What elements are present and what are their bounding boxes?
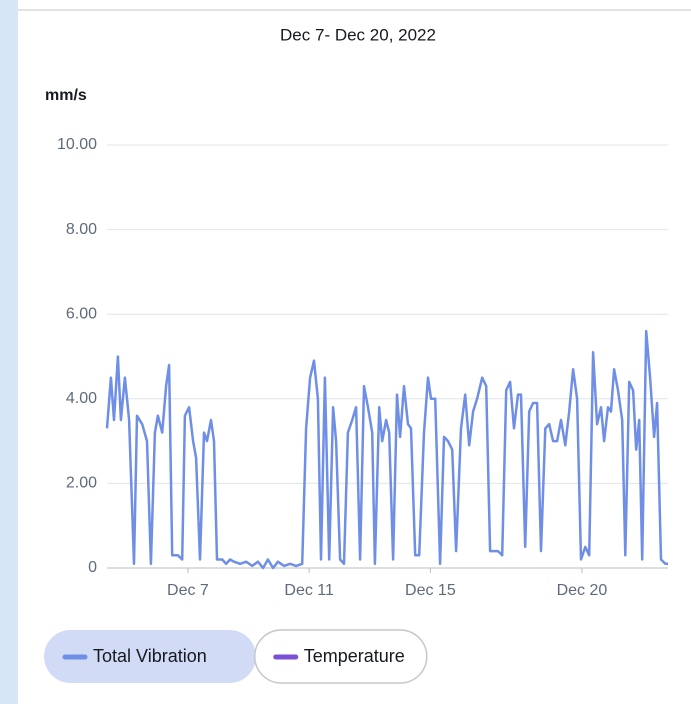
legend-label: Total Vibration — [93, 646, 207, 666]
y-tick-label: 0 — [88, 559, 97, 576]
y-axis-label: mm/s — [45, 87, 87, 104]
y-tick-label: 8.00 — [66, 221, 97, 238]
y-tick-label: 2.00 — [66, 475, 97, 492]
legend-label: Temperature — [304, 646, 405, 666]
x-tick-label: Dec 11 — [284, 582, 334, 599]
x-tick-label: Dec 20 — [557, 582, 608, 599]
chart-title: Dec 7- Dec 20, 2022 — [280, 25, 436, 44]
y-tick-label: 10.00 — [57, 136, 97, 153]
legend-button[interactable] — [44, 630, 256, 683]
legend-button[interactable] — [254, 629, 428, 684]
x-tick-label: Dec 15 — [405, 582, 456, 599]
y-tick-label: 4.00 — [66, 390, 97, 407]
y-tick-label: 6.00 — [66, 305, 97, 322]
series-line — [105, 329, 668, 570]
side-strip — [0, 0, 18, 704]
x-tick-label: Dec 7 — [167, 582, 209, 599]
